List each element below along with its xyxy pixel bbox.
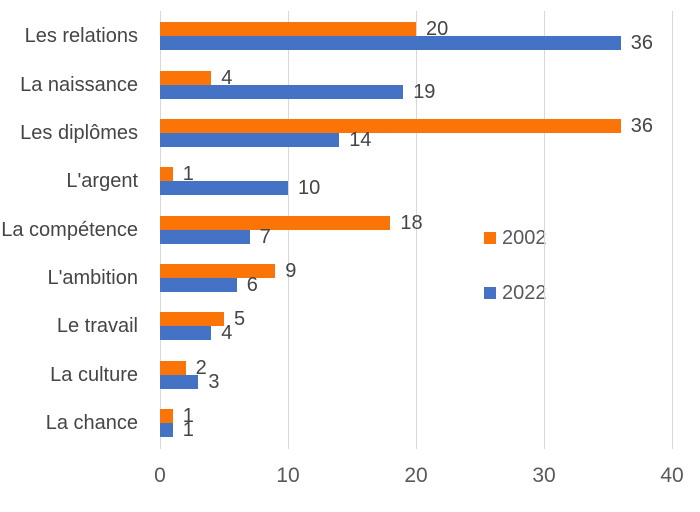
legend-swatch-2002-icon xyxy=(484,232,496,244)
category-label-les-dipl-mes: Les diplômes xyxy=(20,121,138,144)
category-label-le-travail: Le travail xyxy=(56,315,138,338)
value-label-2022-l-argent: 10 xyxy=(298,177,321,200)
value-label-2022-la-chance: 1 xyxy=(182,418,194,441)
bar-2022-les-relations xyxy=(160,36,621,51)
bar-2002-l-argent xyxy=(160,167,173,182)
value-label-2002-l-ambition: 9 xyxy=(285,259,297,282)
category-label-la-naissance: La naissance xyxy=(20,73,138,96)
legend-item-2002: 2002 xyxy=(484,228,547,248)
bar-2022-les-dipl-mes xyxy=(160,132,340,147)
bar-2002-la-culture xyxy=(160,360,186,375)
value-label-2002-la-naissance: 4 xyxy=(221,66,233,89)
gridline-20 xyxy=(416,11,417,449)
category-label-l-argent: L'argent xyxy=(66,170,138,193)
bar-2022-l-ambition xyxy=(160,277,237,292)
value-label-2002-la-culture: 2 xyxy=(195,356,207,379)
value-label-2002-le-travail: 5 xyxy=(234,308,246,331)
value-label-2002-l-argent: 1 xyxy=(182,163,194,186)
value-label-2022-les-relations: 36 xyxy=(630,32,654,55)
category-label-l-ambition: L'ambition xyxy=(47,266,138,289)
value-label-2002-les-relations: 20 xyxy=(426,18,449,41)
category-label-la-chance: La chance xyxy=(45,411,138,434)
x-tick-label-30: 30 xyxy=(532,464,556,487)
category-label-les-relations: Les relations xyxy=(24,25,138,48)
bar-2022-la-comp-tence xyxy=(160,229,250,244)
legend-swatch-2022-icon xyxy=(484,287,496,299)
bar-2022-la-naissance xyxy=(160,84,404,99)
gridline-10 xyxy=(288,11,289,449)
value-label-2002-les-dipl-mes: 36 xyxy=(630,114,654,137)
x-tick-label-10: 10 xyxy=(276,464,300,487)
bar-2022-la-chance xyxy=(160,422,173,437)
category-label-la-comp-tence: La compétence xyxy=(1,218,138,241)
category-label-la-culture: La culture xyxy=(50,363,138,386)
x-tick-label-40: 40 xyxy=(660,464,684,487)
value-label-2022-la-naissance: 19 xyxy=(413,80,436,103)
gridline-30 xyxy=(544,11,545,449)
value-label-2002-la-comp-tence: 18 xyxy=(400,211,423,234)
value-label-2022-l-ambition: 6 xyxy=(246,273,258,296)
value-label-2022-la-culture: 3 xyxy=(208,370,220,393)
bar-2002-les-relations xyxy=(160,22,416,37)
bar-2002-l-ambition xyxy=(160,263,276,278)
bar-2002-la-naissance xyxy=(160,70,212,85)
legend-label-2022: 2022 xyxy=(502,282,547,304)
legend-item-2022: 2022 xyxy=(484,283,547,303)
bar-2002-le-travail xyxy=(160,312,224,327)
bar-2002-les-dipl-mes xyxy=(160,118,621,133)
legend-label-2002: 2002 xyxy=(502,227,547,249)
value-label-2022-les-dipl-mes: 14 xyxy=(349,128,372,151)
value-label-2002-la-chance: 1 xyxy=(182,404,194,427)
bar-2022-le-travail xyxy=(160,326,212,341)
x-tick-label-20: 20 xyxy=(404,464,428,487)
bar-2022-la-culture xyxy=(160,374,199,389)
bar-2022-l-argent xyxy=(160,181,288,196)
bar-2002-la-comp-tence xyxy=(160,215,391,230)
value-label-2022-le-travail: 4 xyxy=(221,322,233,345)
value-label-2022-la-comp-tence: 7 xyxy=(259,225,271,248)
bar-2002-la-chance xyxy=(160,408,173,423)
x-tick-label-0: 0 xyxy=(154,464,166,487)
gridline-40 xyxy=(672,11,673,449)
